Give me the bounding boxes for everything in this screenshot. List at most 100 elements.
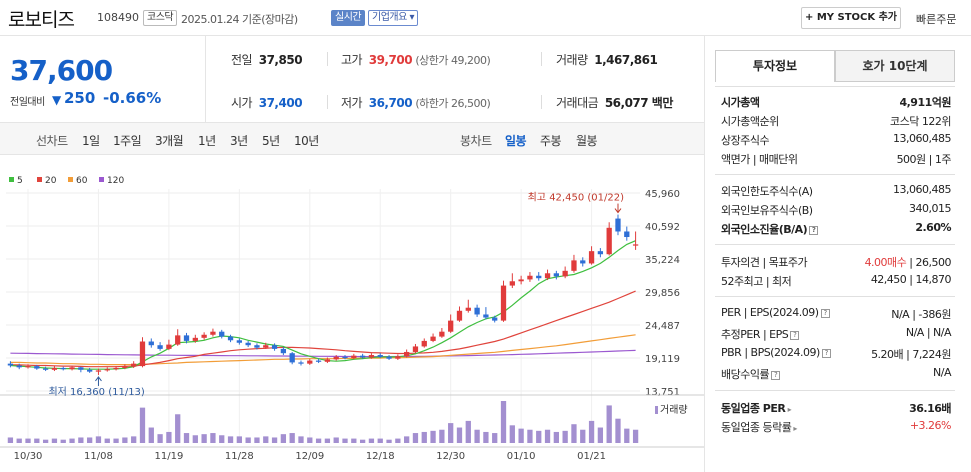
opinion-label: 투자의견 | 목표주가 bbox=[721, 256, 808, 269]
volume-bar bbox=[315, 438, 322, 443]
volume-bar bbox=[553, 431, 559, 443]
volume-bar bbox=[122, 437, 128, 443]
tab-invest-info[interactable]: 투자정보 bbox=[715, 50, 835, 82]
period-3m[interactable]: 3개월 bbox=[155, 134, 184, 148]
candle-body bbox=[465, 307, 471, 311]
x-tick-label: 12/18 bbox=[366, 451, 395, 462]
period-1d[interactable]: 1일 bbox=[82, 134, 100, 148]
candle-body bbox=[421, 340, 427, 347]
high-annotation: 최고 42,450 (01/22) bbox=[528, 192, 624, 204]
foreign-hold-label: 외국인보유주식수(B) bbox=[721, 204, 813, 217]
volume-bar bbox=[324, 438, 331, 443]
y-tick-label: 24,487 bbox=[645, 321, 680, 332]
volume-bar bbox=[333, 437, 339, 443]
cap-rank-label: 시가총액순위 bbox=[721, 115, 779, 128]
volume-label: 거래량 bbox=[660, 404, 688, 416]
period-1y[interactable]: 1년 bbox=[198, 134, 216, 148]
y-tick-label: 35,224 bbox=[645, 255, 680, 266]
volume-bar bbox=[544, 429, 551, 443]
line-chart-label: 선차트 bbox=[36, 134, 68, 148]
volume-bar bbox=[236, 436, 242, 443]
company-info-dropdown[interactable]: 기업개요 ▾ bbox=[368, 10, 418, 26]
industry-per-row: 동일업종 PER ▸ 36.16배 bbox=[721, 402, 951, 415]
price-chart[interactable]: 45,960 40,592 35,224 29,856 24,487 19,119 13,7… bbox=[0, 155, 704, 472]
legend-ma20: 20 bbox=[37, 176, 56, 186]
help-icon[interactable]: ? bbox=[821, 349, 831, 358]
invest-panel: 투자정보 호가 10단계 시가총액 4,911억원 시가총액순위 코스닥 122위 … bbox=[704, 36, 971, 472]
volume-bar bbox=[562, 430, 568, 443]
candle-body bbox=[553, 273, 559, 277]
y-tick-label: 40,592 bbox=[645, 222, 680, 233]
per-row: PER | EPS(2024.09)? N/A | -386원 bbox=[721, 306, 951, 321]
volume-bar bbox=[148, 427, 154, 443]
period-monthly[interactable]: 월봉 bbox=[576, 134, 598, 148]
candle-body bbox=[544, 273, 551, 279]
help-icon[interactable]: ? bbox=[771, 371, 781, 380]
x-tick-label: 12/30 bbox=[436, 451, 465, 462]
volume-bar bbox=[474, 429, 480, 443]
volume-bar bbox=[227, 436, 234, 443]
date-text: 2025.01.24 기준(장마감) bbox=[181, 13, 298, 26]
volume-bar bbox=[210, 433, 216, 443]
tab-order-book[interactable]: 호가 10단계 bbox=[835, 50, 955, 82]
down-arrow-icon: ▼ bbox=[52, 93, 62, 107]
volume-bar bbox=[201, 434, 207, 443]
current-price: 37,600 bbox=[10, 54, 113, 87]
candle-body bbox=[7, 363, 14, 366]
candle-body bbox=[254, 345, 260, 348]
period-3y[interactable]: 3년 bbox=[230, 134, 248, 148]
candle-body bbox=[500, 285, 507, 321]
period-daily[interactable]: 일봉 bbox=[505, 134, 527, 148]
candle-body bbox=[315, 360, 322, 362]
shares-label: 상장주식수 bbox=[721, 134, 770, 147]
help-icon[interactable]: ? bbox=[820, 309, 830, 318]
candle-body bbox=[624, 231, 630, 238]
volume-bar bbox=[412, 433, 419, 443]
volume-bar bbox=[527, 429, 533, 443]
quick-order-link[interactable]: 빠른주문 bbox=[916, 13, 957, 26]
candle-body bbox=[131, 363, 137, 367]
candle-body bbox=[16, 365, 22, 368]
realtime-badge[interactable]: 실시간 bbox=[331, 10, 366, 26]
volume-bar bbox=[60, 439, 66, 443]
w52-value: 42,450 | 14,870 bbox=[870, 273, 952, 286]
candle-body bbox=[271, 345, 278, 349]
period-10y[interactable]: 10년 bbox=[294, 134, 319, 148]
ma120-line bbox=[10, 349, 636, 358]
candle-body bbox=[615, 218, 621, 232]
volume-label: 거래량 bbox=[556, 53, 588, 67]
candle-body bbox=[280, 348, 287, 354]
help-icon[interactable]: ? bbox=[790, 331, 800, 340]
candle-body bbox=[430, 336, 436, 341]
help-icon[interactable]: ? bbox=[809, 226, 819, 235]
volume-bar bbox=[166, 431, 172, 443]
opinion-row: 투자의견 | 목표주가 4.00매수 | 26,500 bbox=[721, 256, 951, 269]
legend-ma20-label: 20 bbox=[45, 176, 57, 186]
y-tick-label: 29,856 bbox=[645, 288, 680, 299]
cap-rank-row: 시가총액순위 코스닥 122위 bbox=[721, 113, 951, 129]
add-mystock-button[interactable]: + MY STOCK 추가 bbox=[801, 7, 901, 29]
volume-bar bbox=[536, 430, 542, 443]
volume-bar bbox=[430, 430, 436, 443]
volume: 거래량 1,467,861 bbox=[556, 51, 658, 68]
foreign-rate-value: 2.60% bbox=[915, 221, 951, 234]
volume-bar bbox=[492, 433, 498, 443]
period-5y[interactable]: 5년 bbox=[262, 134, 280, 148]
w52-label: 52주최고 | 최저 bbox=[721, 275, 792, 288]
period-1w[interactable]: 1주일 bbox=[113, 134, 142, 148]
low-value: 36,700 bbox=[368, 96, 413, 110]
volume-bar bbox=[219, 435, 225, 443]
legend-ma5: 5 bbox=[9, 176, 23, 186]
period-weekly[interactable]: 주봉 bbox=[540, 134, 562, 148]
volume-bar bbox=[157, 434, 163, 443]
volume-bar bbox=[289, 433, 295, 443]
x-tick-label: 11/28 bbox=[225, 451, 254, 462]
volume-bar bbox=[518, 428, 524, 443]
period-toolbar: 선차트 1일 1주일 3개월 1년 3년 5년 10년 봉차트 일봉 주봉 월봉 bbox=[0, 122, 704, 155]
candle-body bbox=[509, 281, 515, 286]
candle-body bbox=[606, 227, 612, 255]
candle-body bbox=[474, 307, 480, 315]
candle-body bbox=[139, 341, 146, 367]
pbr-value: 5.20배 | 7,224원 bbox=[871, 348, 951, 361]
high-arrowhead-icon bbox=[614, 208, 622, 214]
